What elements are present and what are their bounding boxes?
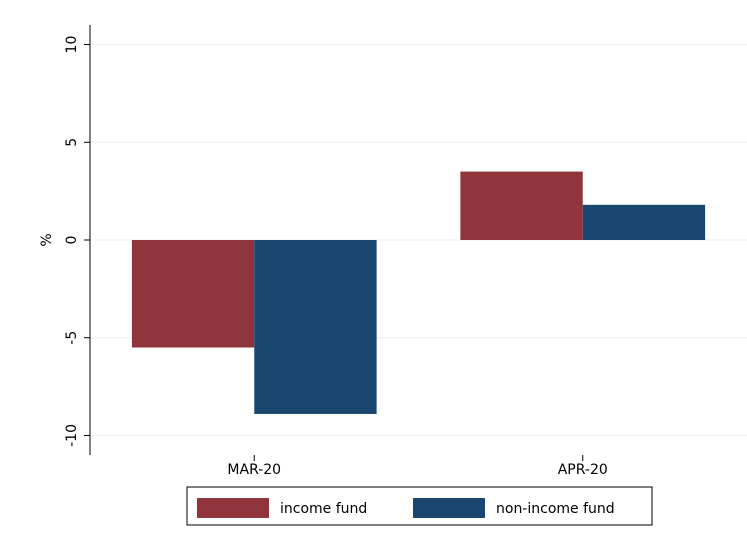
x-tick-label: APR-20: [558, 462, 608, 478]
bar: [254, 240, 377, 414]
y-axis-label: %: [39, 233, 55, 246]
bar: [131, 240, 255, 348]
x-tick-label: MAR-20: [227, 462, 281, 478]
y-tick-label: 5: [64, 138, 80, 147]
y-tick-label: -5: [64, 331, 80, 345]
legend-label: non-income fund: [496, 501, 615, 517]
y-tick-label: -10: [64, 424, 80, 447]
legend-label: income fund: [280, 501, 367, 517]
legend-swatch: [413, 498, 485, 518]
y-tick-label: 0: [64, 236, 80, 245]
bar: [582, 204, 706, 240]
y-tick-label: 10: [64, 36, 80, 54]
legend-swatch: [197, 498, 269, 518]
bar: [460, 171, 583, 240]
